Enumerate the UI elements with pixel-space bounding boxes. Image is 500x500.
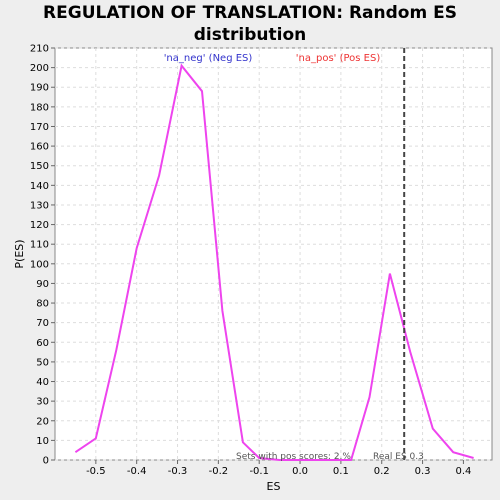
y-tick-label: 70 [36,318,49,329]
y-tick-label: 190 [30,83,49,94]
y-tick-label: 30 [36,397,49,408]
legend-pos-label: 'na_pos' (Pos ES) [296,53,381,64]
y-tick-label: 130 [30,200,49,211]
y-axis-title: P(ES) [13,239,26,268]
y-tick-label: 170 [30,122,49,133]
y-tick-label: 60 [36,338,49,349]
plot-area [54,47,493,461]
y-tick-label: 110 [30,240,49,251]
y-tick-label: 210 [30,44,49,55]
y-tick-label: 120 [30,220,49,231]
y-tick-label: 50 [36,357,49,368]
grid-lines [55,47,492,461]
sets-pos-scores-annotation: Sets with pos scores: 2.% [236,452,351,462]
y-axis-ticks: 0 10 20 30 40 50 60 70 80 90 100 110 120 130 140 150 160… [30,44,55,467]
x-tick-label: -0.2 [209,466,229,477]
x-axis-ticks: -0.5 -0.4 -0.3 -0.2 -0.1 0.0 0.1 0.2 0.3 0.4 [86,460,471,477]
y-tick-label: 140 [30,181,49,192]
legend-neg-label: 'na_neg' (Neg ES) [164,53,253,64]
y-tick-label: 150 [30,161,49,172]
y-tick-label: 100 [30,259,49,270]
x-tick-label: 0.0 [292,466,308,477]
y-tick-label: 180 [30,102,49,113]
real-es-annotation: Real ES 0.3 [373,452,424,462]
x-tick-label: -0.1 [249,466,269,477]
y-tick-label: 0 [43,456,49,467]
x-tick-label: 0.1 [333,466,349,477]
y-tick-label: 40 [36,377,49,388]
x-tick-label: 0.2 [374,466,390,477]
chart-title: REGULATION OF TRANSLATION: Random ES dis… [43,3,457,45]
y-tick-label: 200 [30,63,49,74]
x-axis-title: ES [267,480,281,493]
y-tick-label: 90 [36,279,49,290]
y-tick-label: 160 [30,142,49,153]
x-tick-label: -0.4 [127,466,147,477]
x-tick-label: -0.5 [86,466,106,477]
x-tick-label: -0.3 [168,466,188,477]
y-tick-label: 10 [36,436,49,447]
es-distribution-line [74,63,474,461]
y-tick-label: 80 [36,299,49,310]
x-tick-label: 0.4 [455,466,471,477]
y-tick-label: 20 [36,416,49,427]
x-tick-label: 0.3 [415,466,431,477]
